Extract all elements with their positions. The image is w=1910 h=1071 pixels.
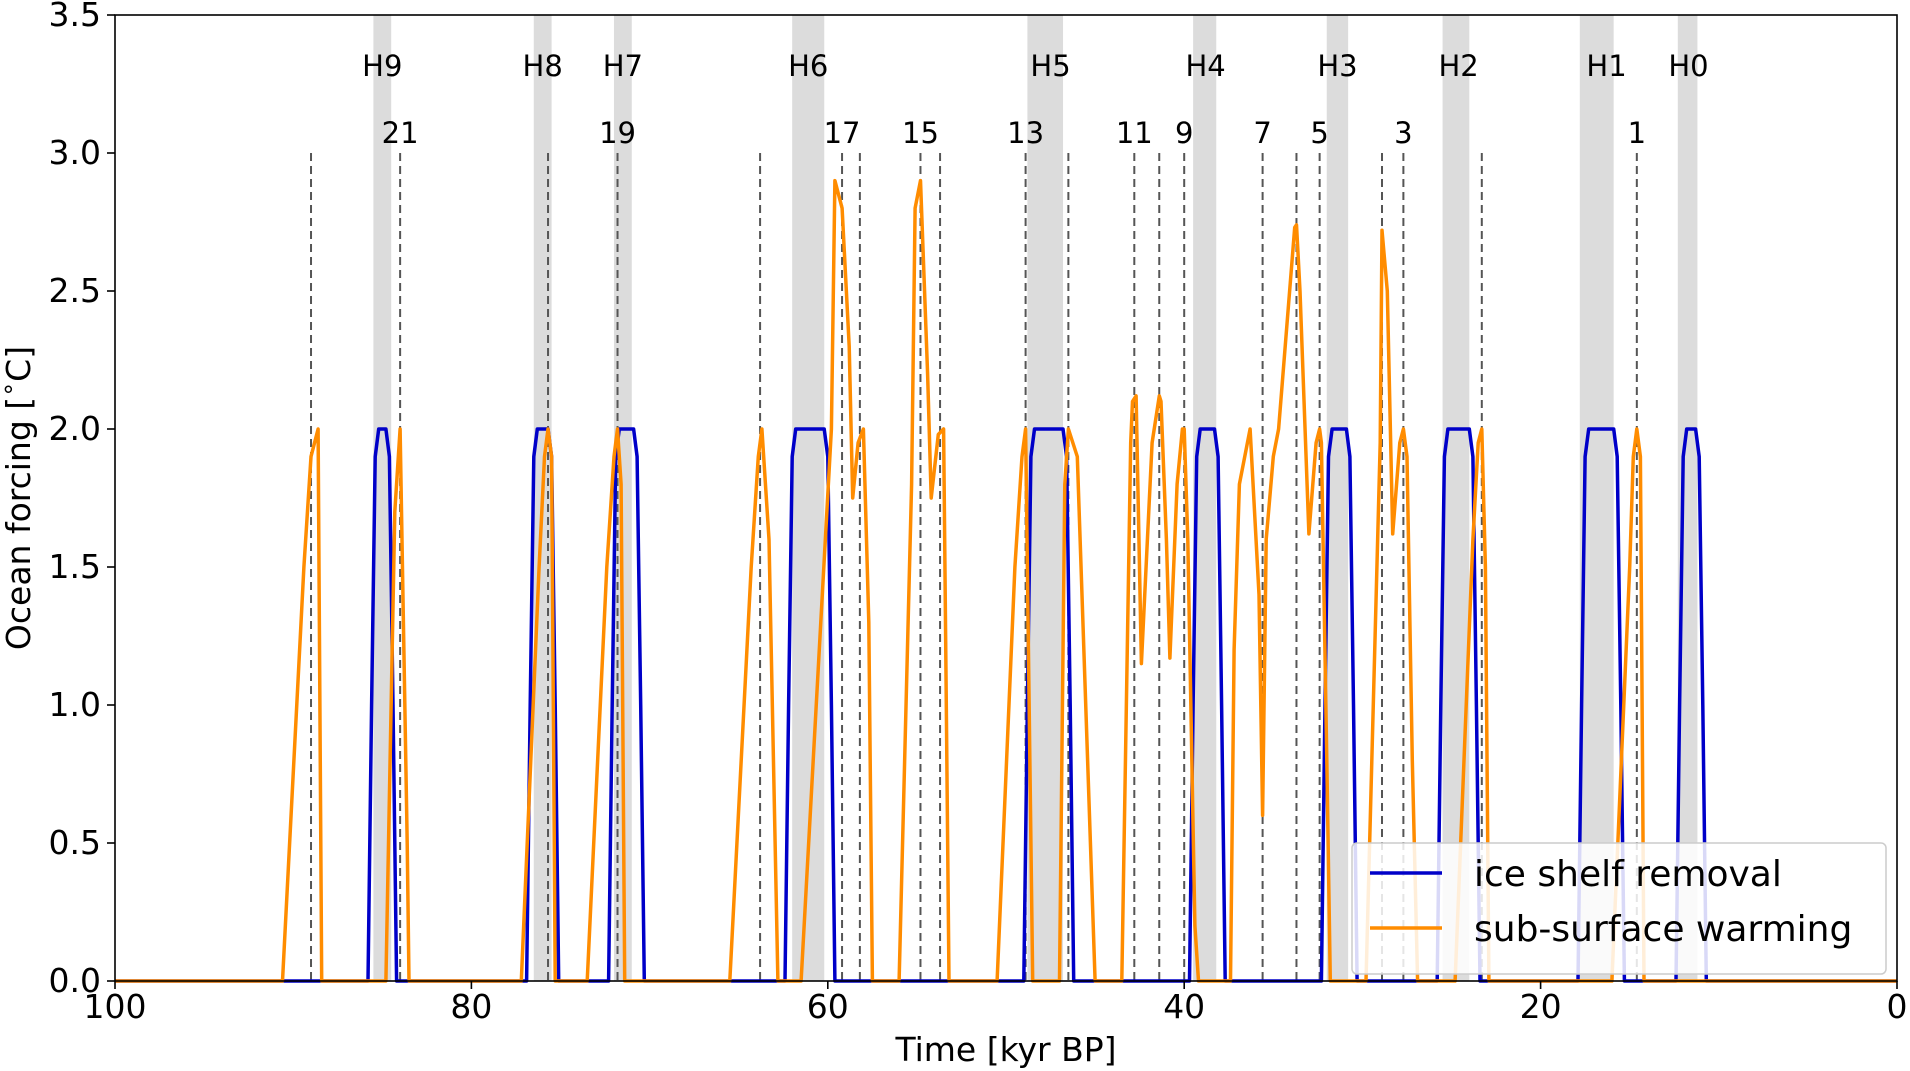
heinrich-label-h4: H4 <box>1185 49 1225 83</box>
y-tick-label-0.0: 0.0 <box>49 961 101 1000</box>
heinrich-band-h3 <box>1326 15 1349 981</box>
heinrich-band-h5 <box>1027 15 1064 981</box>
event-number-label-3: 3 <box>1394 116 1412 150</box>
y-tick-label-1.5: 1.5 <box>49 547 101 586</box>
event-number-label-9: 9 <box>1175 116 1193 150</box>
heinrich-label-h5: H5 <box>1030 49 1070 83</box>
heinrich-label-h8: H8 <box>523 49 563 83</box>
heinrich-band-h9 <box>373 15 392 981</box>
event-number-label-7: 7 <box>1253 116 1271 150</box>
event-number-label-17: 17 <box>824 116 861 150</box>
x-axis-ticks: 100 80 60 40 20 0 <box>84 981 1908 1026</box>
y-tick-label-0.5: 0.5 <box>49 823 101 862</box>
x-axis-label: Time [kyr BP] <box>894 1030 1116 1069</box>
heinrich-event-labels: H9 H8 H7 H6 H5 H4 H3 H2 H1 H0 <box>362 49 1708 83</box>
y-axis-ticks: 0.0 0.5 1.0 1.5 2.0 2.5 3.0 3.5 <box>49 0 115 1000</box>
heinrich-label-h0: H0 <box>1668 49 1708 83</box>
heinrich-label-h7: H7 <box>603 49 643 83</box>
heinrich-band-h4 <box>1193 15 1217 981</box>
y-tick-label-3.5: 3.5 <box>49 0 101 34</box>
x-tick-label-80: 80 <box>450 987 492 1026</box>
x-tick-label-60: 60 <box>807 987 849 1026</box>
heinrich-label-h2: H2 <box>1438 49 1478 83</box>
dashed-line-labels: 21 19 17 15 13 11 9 7 5 3 1 <box>382 116 1646 150</box>
heinrich-label-h9: H9 <box>362 49 402 83</box>
event-number-label-1: 1 <box>1628 116 1646 150</box>
event-number-label-5: 5 <box>1310 116 1328 150</box>
event-number-label-21: 21 <box>382 116 419 150</box>
event-number-label-19: 19 <box>599 116 636 150</box>
y-tick-label-1.0: 1.0 <box>49 685 101 724</box>
heinrich-band-h2 <box>1442 15 1470 981</box>
y-tick-label-2.5: 2.5 <box>49 271 101 310</box>
plot-frame <box>114 14 1898 982</box>
legend-label-ice-shelf-removal: ice shelf removal <box>1474 854 1782 895</box>
x-tick-label-100: 100 <box>84 987 147 1026</box>
y-tick-label-3.0: 3.0 <box>49 133 101 172</box>
legend-label-sub-surface-warming: sub-surface warming <box>1474 909 1852 950</box>
heinrich-label-h1: H1 <box>1586 49 1626 83</box>
event-number-label-11: 11 <box>1116 116 1153 150</box>
event-number-label-13: 13 <box>1007 116 1044 150</box>
heinrich-label-h3: H3 <box>1317 49 1357 83</box>
y-axis-label: Ocean forcing [∘C] <box>0 346 38 650</box>
heinrich-label-h6: H6 <box>788 49 828 83</box>
heinrich-band-h0 <box>1677 15 1698 981</box>
y-tick-label-2.0: 2.0 <box>49 409 101 448</box>
event-number-label-15: 15 <box>902 116 939 150</box>
x-tick-label-0: 0 <box>1887 987 1908 1026</box>
legend-box <box>1351 842 1887 975</box>
legend: ice shelf removal sub-surface warming <box>1351 842 1887 975</box>
x-tick-label-20: 20 <box>1520 987 1562 1026</box>
heinrich-event-bands <box>373 15 1698 981</box>
x-tick-label-40: 40 <box>1163 987 1205 1026</box>
